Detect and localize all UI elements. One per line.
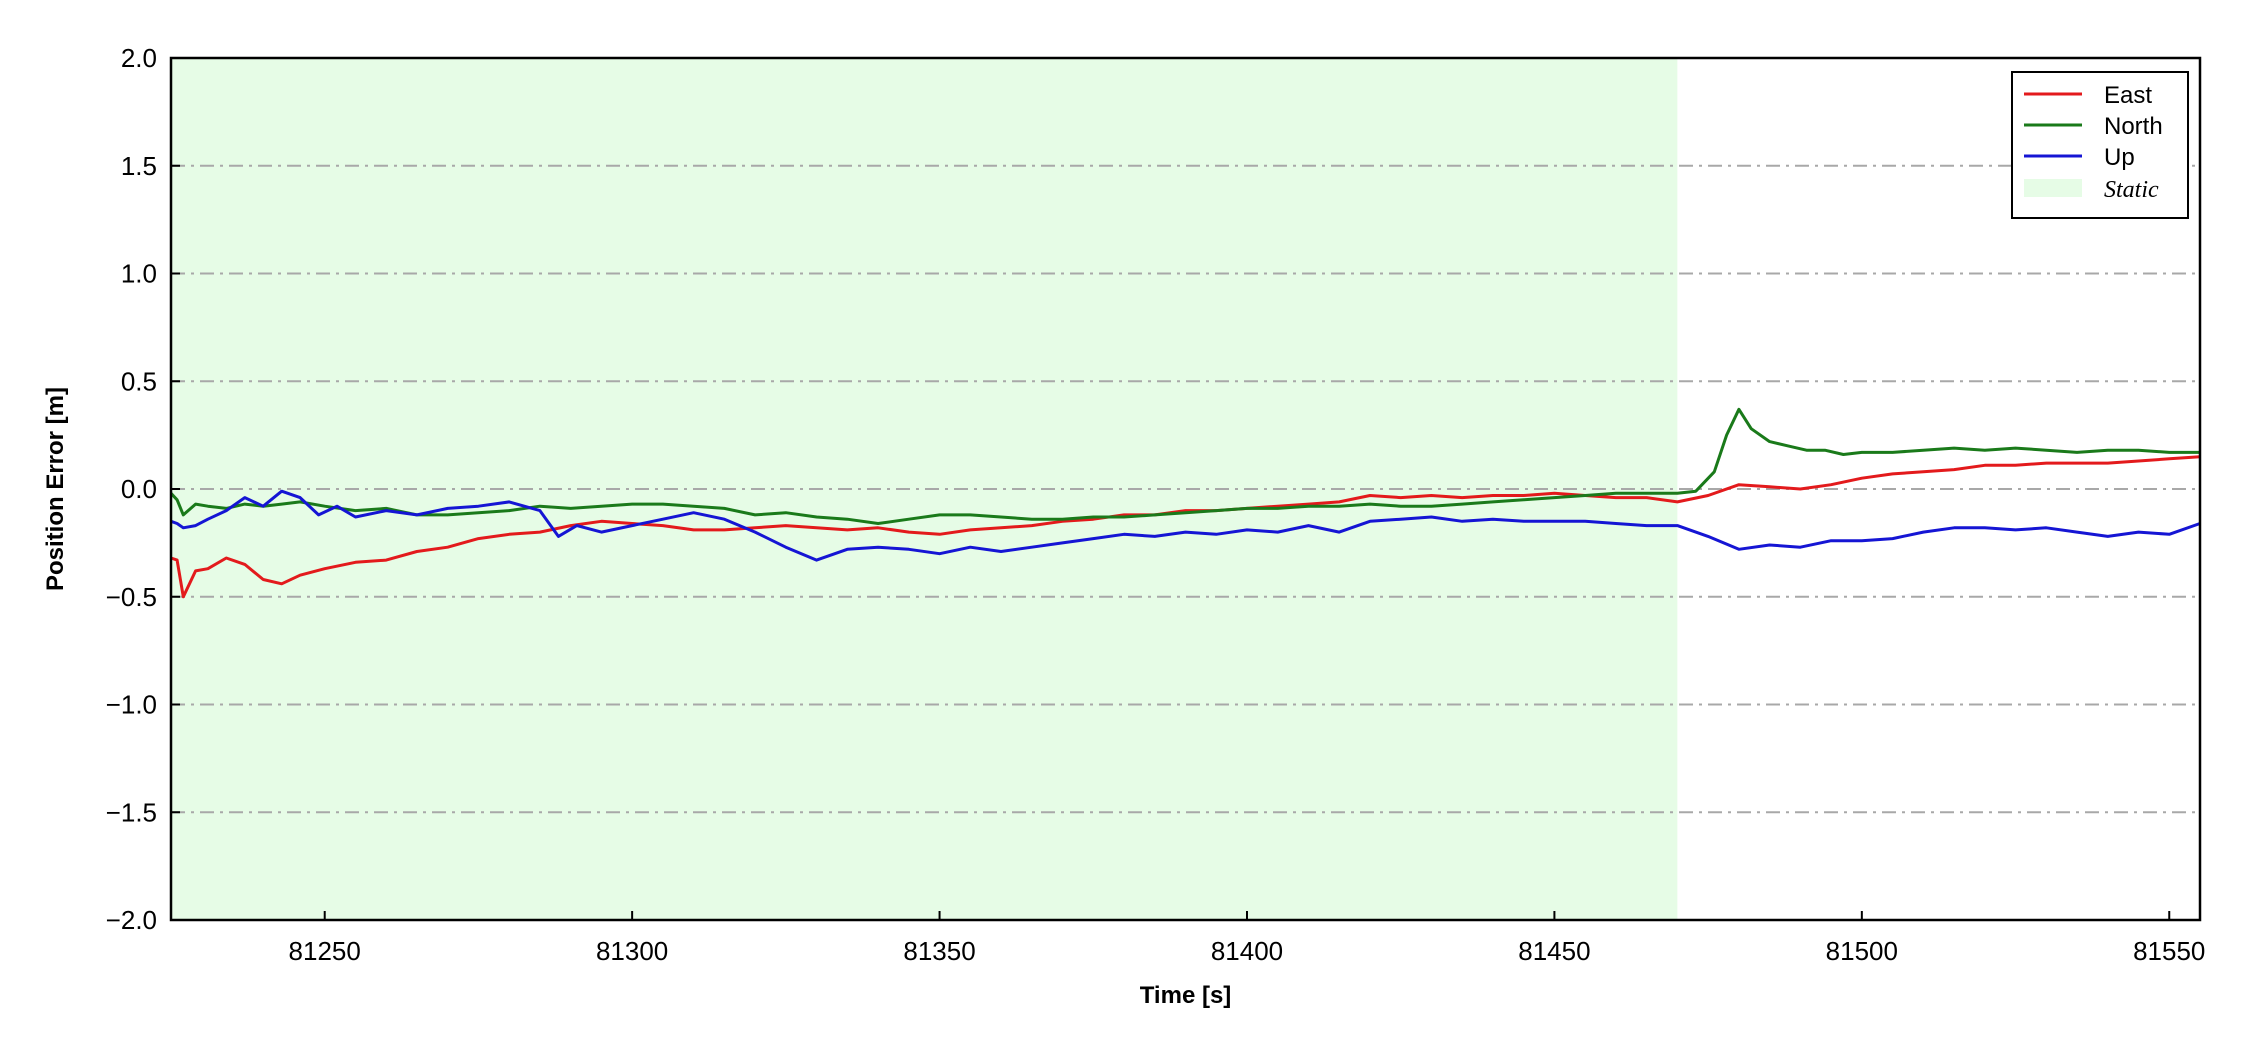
x-axis-ticks: 81250 81300 81350 81400 81450 81500 81550 xyxy=(289,911,2205,966)
x-tick-label: 81500 xyxy=(1826,936,1898,966)
y-tick-label: 1.5 xyxy=(121,151,157,181)
x-tick-label: 81550 xyxy=(2133,936,2205,966)
x-tick-label: 81300 xyxy=(596,936,668,966)
legend-label-north: North xyxy=(2104,113,2163,140)
legend: East North Up Static xyxy=(2011,71,2189,219)
y-tick-label: 1.0 xyxy=(121,259,157,289)
y-tick-label: −2.0 xyxy=(106,905,157,935)
y-tick-label: 0.0 xyxy=(121,474,157,504)
y-axis-label: Position Error [m] xyxy=(42,387,69,591)
x-tick-label: 81350 xyxy=(903,936,975,966)
legend-label-up: Up xyxy=(2104,144,2135,171)
series-lines xyxy=(169,407,2201,599)
x-tick-label: 81250 xyxy=(289,936,361,966)
legend-label-static: Static xyxy=(2104,177,2159,203)
grid-lines xyxy=(171,164,2200,814)
y-tick-label: −0.5 xyxy=(106,582,157,612)
y-tick-label: −1.5 xyxy=(106,797,157,827)
series-line-up xyxy=(170,489,2201,562)
x-axis-label: Time [s] xyxy=(1140,982,1232,1009)
y-tick-label: 0.5 xyxy=(121,366,157,396)
y-tick-label: −1.0 xyxy=(106,690,157,720)
x-tick-label: 81450 xyxy=(1518,936,1590,966)
y-axis-ticks: −2.0 −1.5 −1.0 −0.5 0.0 0.5 1.0 1.5 2.0 xyxy=(106,43,180,935)
x-tick-label: 81400 xyxy=(1211,936,1283,966)
y-tick-label: 2.0 xyxy=(121,43,157,73)
legend-swatch-static xyxy=(2024,179,2082,197)
legend-label-east: East xyxy=(2104,82,2152,109)
